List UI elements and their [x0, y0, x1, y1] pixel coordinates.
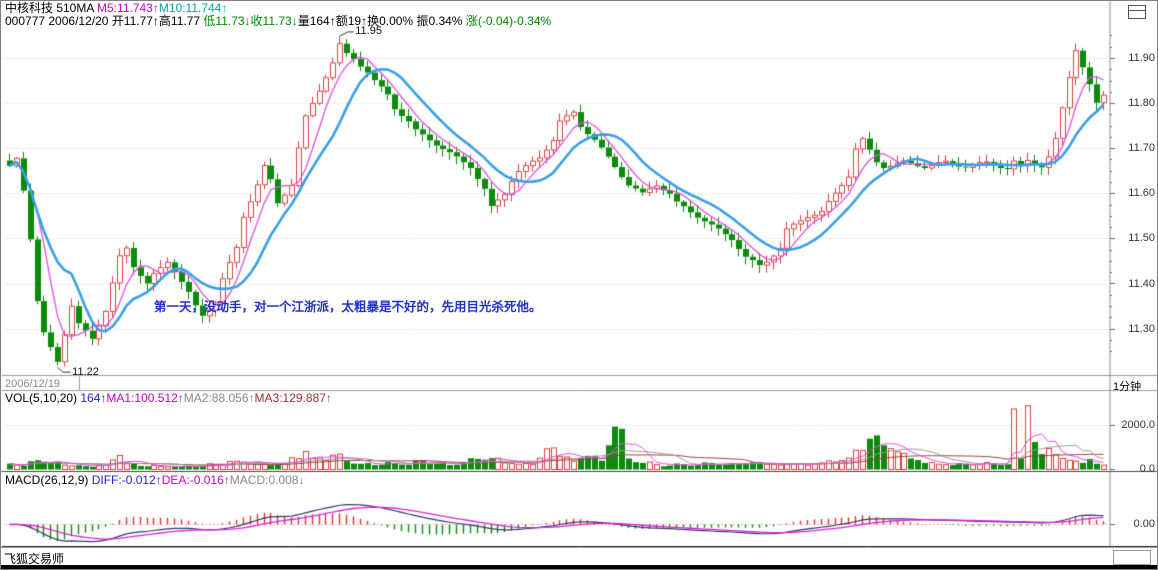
text-segment: 额19↑: [335, 14, 368, 28]
price-axis-tick-label: 11.40: [1128, 278, 1155, 290]
date-label: 2006/12/19: [5, 378, 61, 390]
text-segment: MA3:129.887↑: [254, 391, 332, 405]
text-segment: 振0.34%: [416, 14, 466, 28]
status-corner-box: [1113, 550, 1151, 565]
text-segment: MA2:88.056↑: [183, 391, 255, 405]
text-segment: VOL(5,10,20): [5, 391, 81, 405]
text-segment: 中核科技 510MA: [5, 1, 98, 15]
text-segment: MACD(26,12,9): [5, 473, 92, 487]
text-segment: 164↑: [80, 391, 107, 405]
text-segment: M5:11.743↑: [97, 1, 159, 15]
text-segment: 量164↑: [297, 14, 336, 28]
text-segment: 换0.00%: [367, 14, 417, 28]
price-axis-tick-label: 11.70: [1128, 142, 1155, 154]
price-axis-tick-label: 11.30: [1128, 323, 1155, 335]
price-axis-tick-label: 11.80: [1128, 97, 1155, 109]
text-segment: 高11.77: [158, 14, 204, 28]
app-name-label: 飞狐交易师: [4, 552, 65, 566]
title-bar: 中核科技 510MA M5:11.743↑M10:11.744↑: [5, 2, 227, 15]
text-segment: 开11.77↑: [111, 14, 159, 28]
macd-indicator-header: MACD(26,12,9) DIFF:-0.012↑DEA:-0.016↑MAC…: [5, 474, 304, 487]
window-split-icon-bar: [1129, 10, 1145, 11]
text-segment: 低11.73↓: [203, 14, 251, 28]
price-axis-tick-label: 11.60: [1128, 187, 1155, 199]
text-segment: DEA:-0.016↑: [161, 473, 230, 487]
text-segment: 000777 2006/12/20: [5, 14, 112, 28]
text-segment: MA1:100.512↑: [106, 391, 184, 405]
text-segment: M10:11.744↑: [158, 1, 228, 15]
text-segment: 收11.73↓: [250, 14, 298, 28]
quote-summary-bar: 000777 2006/12/20 开11.77↑高11.77 低11.73↓收…: [5, 15, 551, 28]
text-segment: MACD:0.008↓: [229, 473, 305, 487]
price-axis-tick-label: 11.90: [1128, 52, 1155, 64]
high-price-label: 11.95: [355, 25, 382, 38]
status-bar: 飞狐交易师: [1, 547, 1157, 566]
period-selector-label[interactable]: 1分钟: [1113, 381, 1142, 393]
text-segment: 涨(-0.04)-0.34%: [465, 14, 552, 28]
low-price-label: 11.22: [72, 365, 99, 378]
volume-axis-tick-label: 2000.0: [1121, 419, 1155, 431]
price-axis-tick-label: 11.50: [1128, 232, 1155, 244]
window-split-icon[interactable]: [1128, 5, 1146, 19]
chart-annotation[interactable]: 第一天，没动手，对一个江浙派，太粗暴是不好的，先用目光杀死他。: [154, 300, 542, 314]
volume-indicator-header: VOL(5,10,20) 164↑MA1:100.512↑MA2:88.056↑…: [5, 392, 332, 405]
macd-axis-tick-label: 0.00: [1133, 518, 1155, 530]
bottom-black-bar: [1, 565, 1157, 569]
text-segment: DIFF:-0.012↑: [91, 473, 162, 487]
volume-axis-tick-label: 0.0: [1139, 463, 1155, 475]
